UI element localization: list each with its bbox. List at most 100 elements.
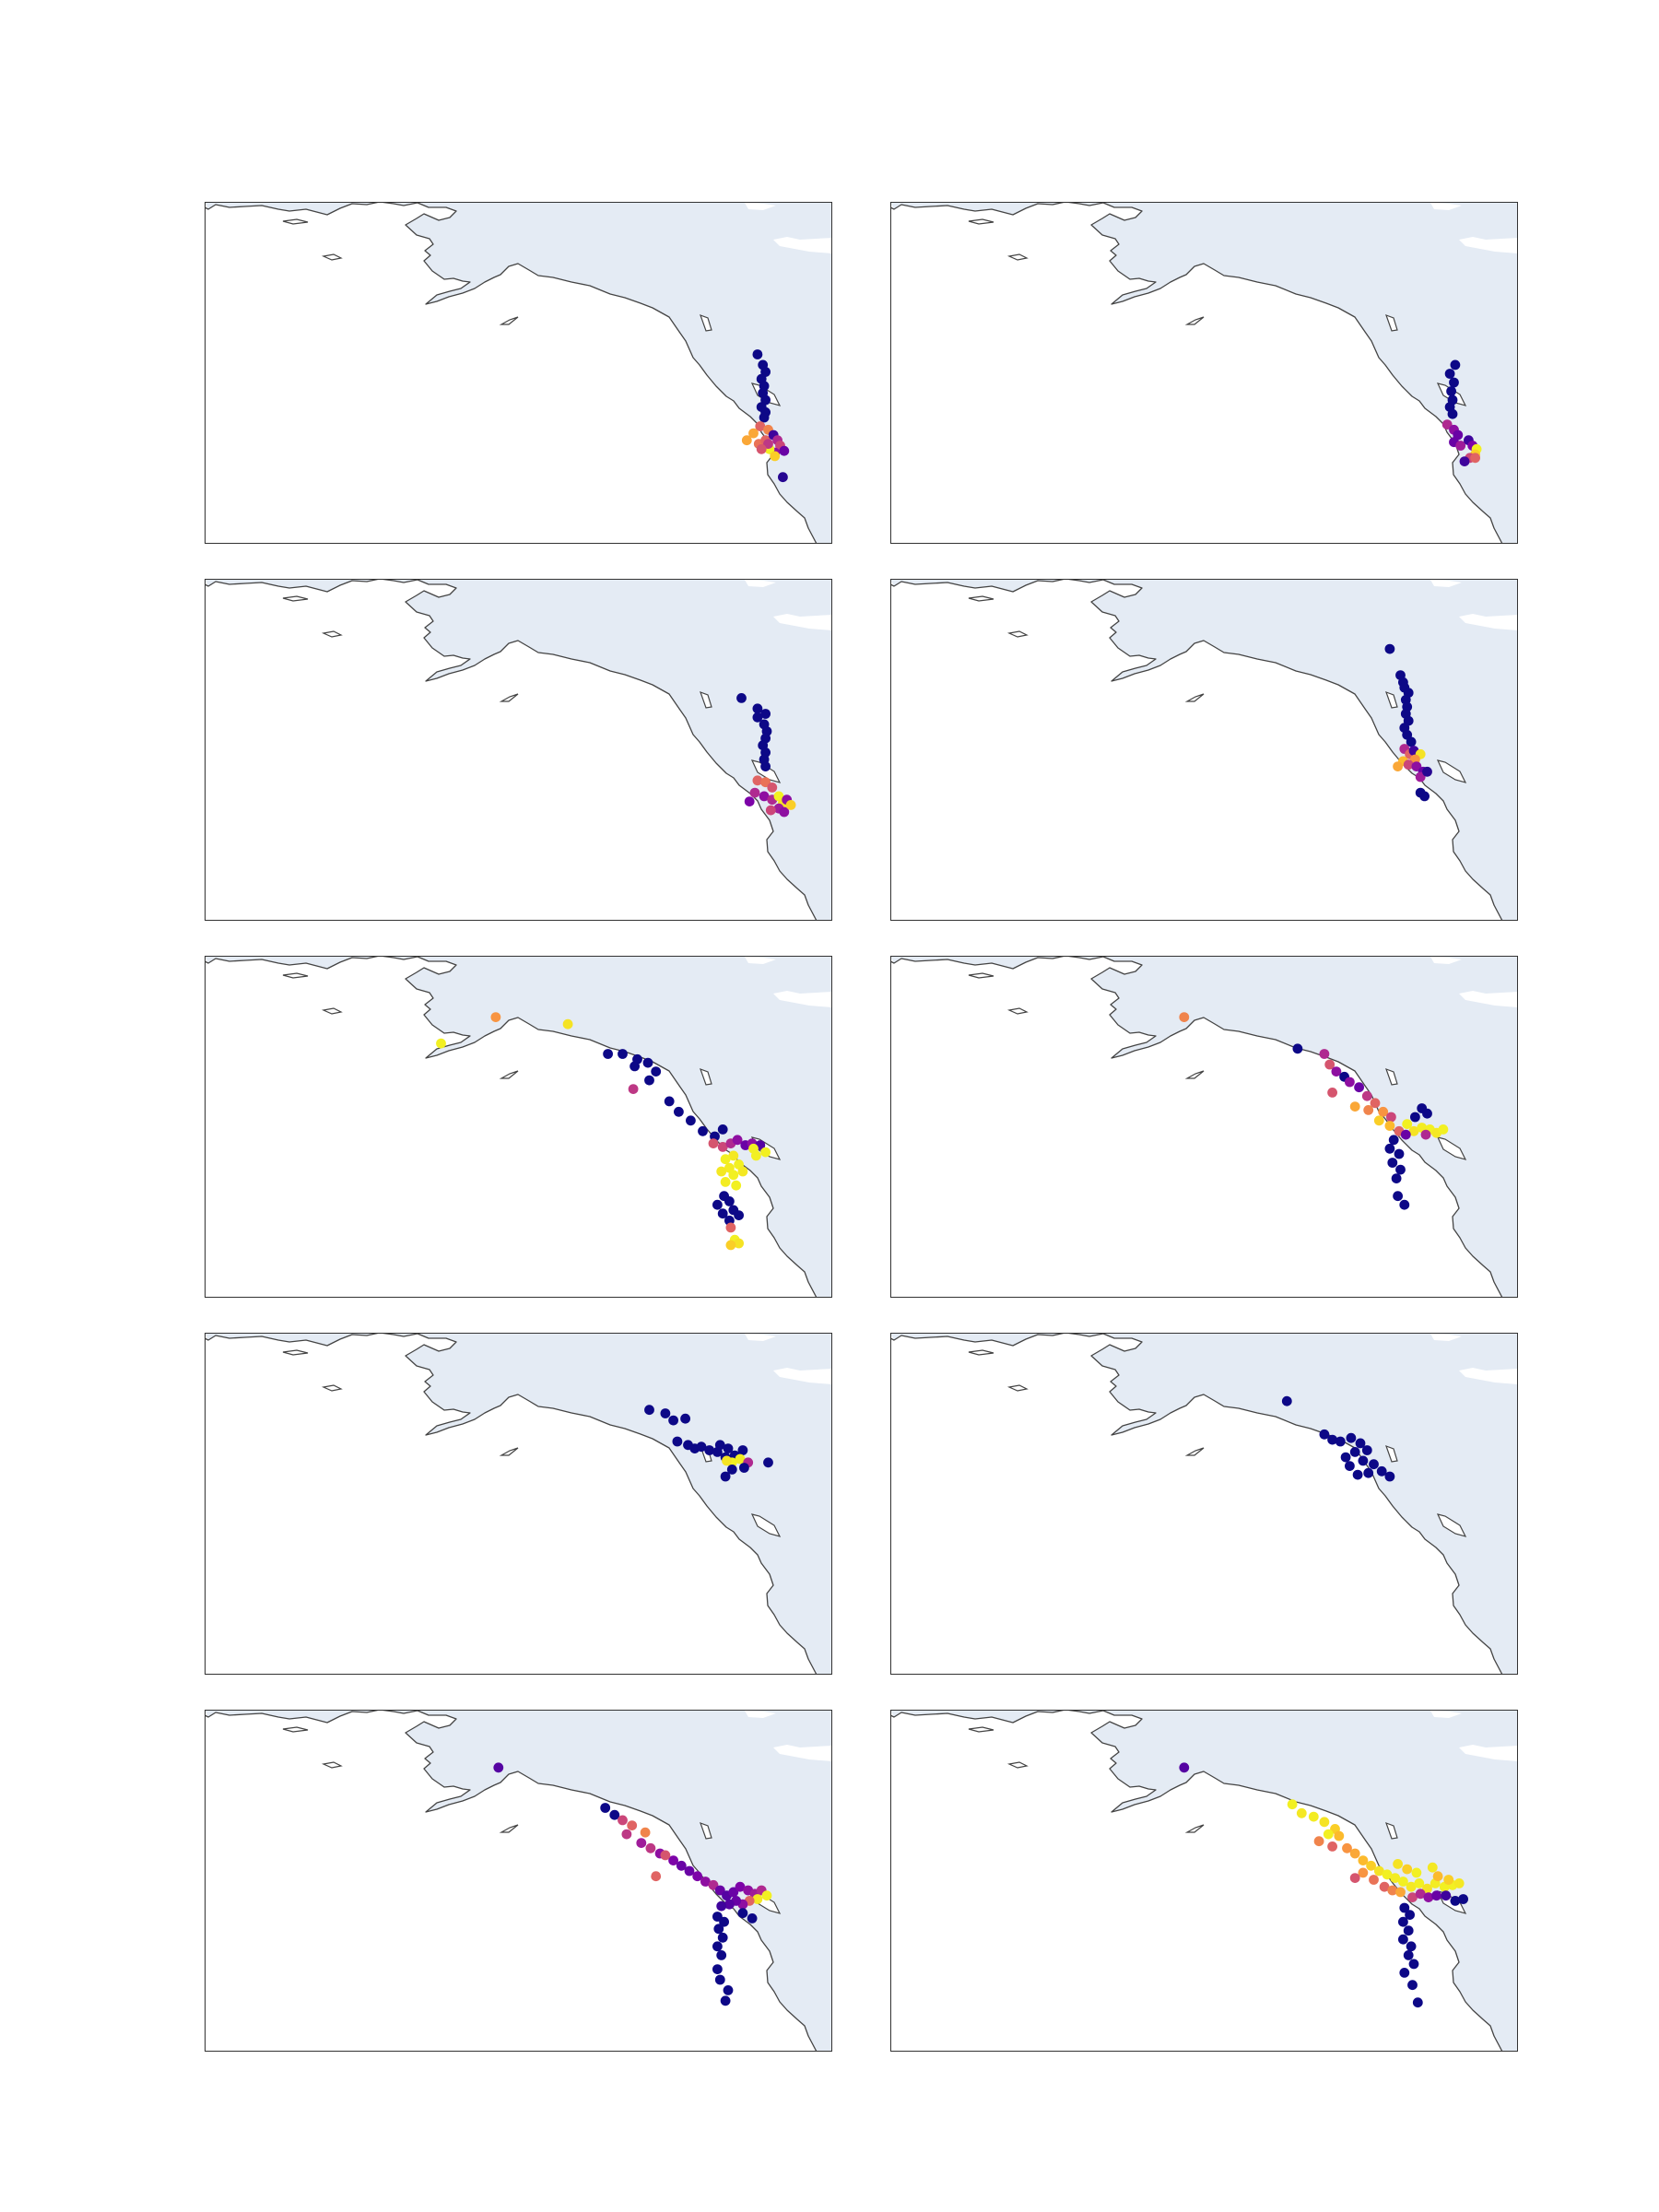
island [1184, 316, 1205, 325]
observation-point [644, 1075, 654, 1086]
coastline [890, 579, 1518, 921]
lake [1430, 1711, 1462, 1718]
observation-point [628, 1084, 639, 1094]
observation-point [676, 1860, 687, 1871]
observation-points [1179, 1762, 1468, 2008]
land-area [890, 956, 1518, 1298]
land-area [205, 1710, 832, 2052]
map-svg-9 [205, 1710, 832, 2052]
observation-point [1470, 453, 1480, 464]
land-area [890, 1710, 1518, 2052]
observation-point [1391, 1173, 1402, 1183]
observation-point [714, 1440, 725, 1451]
observation-point [642, 1057, 653, 1068]
map-svg-6 [890, 956, 1518, 1298]
observation-point [720, 1471, 731, 1482]
lake [773, 991, 832, 1007]
observation-point [1399, 1902, 1410, 1913]
map-panel-1 [205, 202, 832, 544]
map-svg-8 [890, 1333, 1518, 1675]
observation-point [728, 1170, 739, 1181]
observation-point [737, 1445, 748, 1455]
lake [745, 1334, 776, 1341]
observation-point [708, 1138, 719, 1148]
island [282, 218, 309, 225]
island [282, 1726, 309, 1733]
observation-point [1319, 1049, 1330, 1059]
observation-point [1415, 771, 1426, 782]
observation-point [645, 1842, 656, 1853]
observation-point [1455, 441, 1466, 451]
observation-point [1384, 1471, 1395, 1482]
observation-point [725, 1222, 736, 1233]
observation-point [1349, 1101, 1360, 1112]
island [1385, 313, 1398, 332]
observation-point [756, 443, 767, 454]
observation-point [712, 1199, 723, 1210]
map-svg-4 [890, 579, 1518, 921]
lake [773, 614, 832, 630]
observation-point [1398, 1934, 1408, 1945]
observation-point [1459, 456, 1470, 466]
observation-point [1358, 1867, 1369, 1878]
observation-point [1402, 1864, 1413, 1875]
observation-point [1369, 1875, 1379, 1885]
observation-point [1406, 1941, 1417, 1952]
island [750, 759, 782, 783]
observation-point [1395, 1164, 1406, 1175]
observation-point [1382, 1869, 1393, 1880]
observation-point [726, 1465, 737, 1475]
observation-points [1384, 643, 1432, 802]
observation-point [629, 1061, 640, 1072]
lake [1430, 1334, 1462, 1341]
observation-point [1453, 1878, 1465, 1888]
observation-point [640, 1827, 651, 1838]
observation-point [759, 412, 770, 423]
island [1436, 1513, 1467, 1537]
lake [1430, 580, 1462, 587]
observation-point [1379, 1881, 1390, 1892]
observation-point [1438, 1124, 1449, 1135]
observation-point [1441, 419, 1453, 429]
observation-point [765, 805, 776, 816]
observation-point [1402, 1119, 1413, 1129]
observation-point [684, 1865, 695, 1877]
lake [1459, 1368, 1518, 1384]
island [968, 1726, 994, 1733]
map-panel-9 [205, 1710, 832, 2052]
observation-point [1384, 643, 1395, 654]
observation-point [490, 1012, 501, 1022]
observation-point [737, 1908, 748, 1919]
observation-point [1376, 1465, 1387, 1477]
observation-point [779, 806, 790, 818]
observation-point [1450, 359, 1461, 371]
observation-point [1422, 1883, 1432, 1894]
observation-point [1446, 386, 1456, 396]
island [499, 693, 519, 702]
lake [773, 237, 832, 253]
observation-point [1400, 1129, 1411, 1140]
observation-point [752, 349, 763, 359]
observation-point [748, 428, 759, 439]
island [1385, 1444, 1398, 1463]
observation-point [493, 1762, 504, 1773]
island [282, 1349, 309, 1356]
lake [773, 1368, 832, 1384]
observation-point [609, 1809, 620, 1820]
observation-point [636, 1838, 647, 1848]
observation-point [1373, 1865, 1384, 1877]
observation-points [736, 693, 796, 818]
observation-point [1349, 1873, 1360, 1883]
map-panel-6 [890, 956, 1518, 1298]
observation-points [493, 1762, 772, 2006]
observation-point [1349, 1447, 1360, 1457]
island [968, 1349, 994, 1356]
island [1006, 1384, 1029, 1392]
island [1184, 1824, 1205, 1833]
observation-point [692, 1871, 703, 1882]
observation-point [1292, 1043, 1303, 1054]
island [499, 1070, 519, 1079]
observation-point [713, 1924, 724, 1935]
observation-point [627, 1820, 638, 1830]
